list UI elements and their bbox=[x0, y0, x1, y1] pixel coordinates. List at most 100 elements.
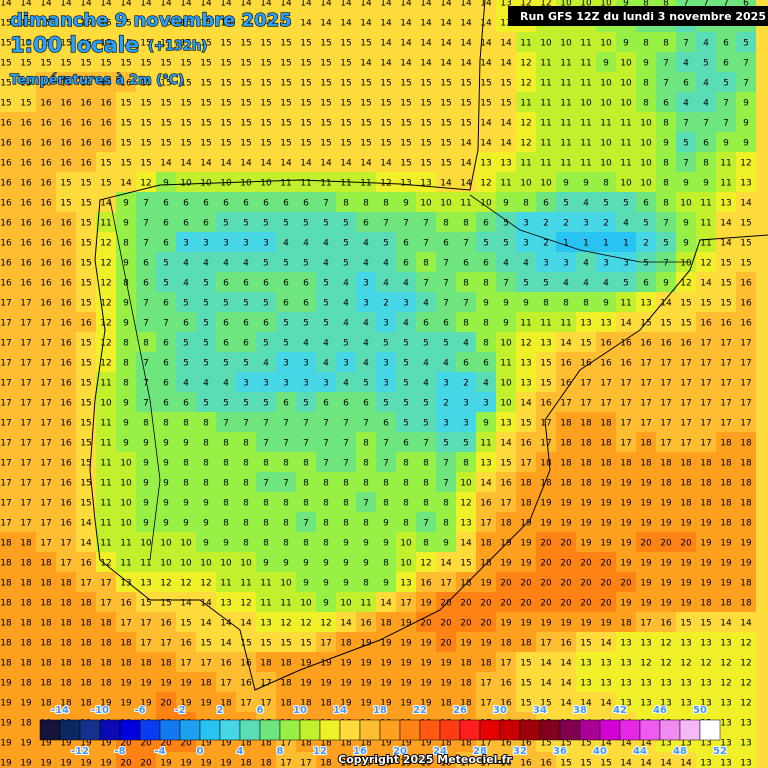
temperature-value: 7 bbox=[343, 459, 349, 469]
temperature-value: 5 bbox=[623, 279, 629, 289]
temperature-value: 5 bbox=[423, 399, 429, 409]
temperature-value: 17 bbox=[20, 439, 31, 449]
temperature-value: 9 bbox=[403, 199, 409, 209]
colorbar-label: 14 bbox=[333, 705, 347, 716]
temperature-cell bbox=[436, 0, 456, 12]
temperature-value: 15 bbox=[60, 199, 71, 209]
temperature-value: 11 bbox=[340, 179, 351, 189]
temperature-value: 19 bbox=[460, 639, 472, 649]
temperature-cell bbox=[496, 252, 516, 272]
temperature-cell bbox=[616, 212, 636, 232]
temperature-cell bbox=[296, 212, 316, 232]
temperature-value: 15 bbox=[400, 139, 411, 149]
temperature-cell bbox=[376, 172, 396, 192]
temperature-value: 5 bbox=[303, 319, 309, 329]
temperature-value: 11 bbox=[540, 159, 551, 169]
temperature-value: 7 bbox=[383, 459, 389, 469]
temperature-value: 17 bbox=[740, 339, 751, 349]
temperature-value: 20 bbox=[120, 759, 132, 768]
temperature-value: 9 bbox=[503, 199, 509, 209]
temperature-cell bbox=[596, 172, 616, 192]
temperature-value: 15 bbox=[300, 79, 311, 89]
temperature-cell bbox=[0, 132, 16, 152]
temperature-value: 15 bbox=[500, 99, 511, 109]
temperature-cell bbox=[76, 72, 96, 92]
temperature-value: 18 bbox=[720, 439, 732, 449]
temperature-cell bbox=[516, 192, 536, 212]
temperature-cell bbox=[276, 132, 296, 152]
temperature-value: 9 bbox=[383, 579, 389, 589]
temperature-value: 17 bbox=[40, 439, 51, 449]
temperature-value: 14 bbox=[120, 179, 132, 189]
temperature-value: 12 bbox=[100, 239, 111, 249]
temperature-value: 16 bbox=[40, 239, 52, 249]
temperature-value: 10 bbox=[680, 199, 692, 209]
temperature-value: 18 bbox=[520, 499, 532, 509]
temperature-cell bbox=[116, 192, 136, 212]
temperature-cell bbox=[56, 0, 76, 12]
temperature-cell bbox=[116, 112, 136, 132]
temperature-value: 8 bbox=[403, 479, 409, 489]
temperature-value: 15 bbox=[680, 299, 691, 309]
temperature-value: 16 bbox=[60, 139, 72, 149]
temperature-value: 15 bbox=[360, 79, 371, 89]
temperature-value: 5 bbox=[443, 339, 449, 349]
temperature-value: 8 bbox=[323, 539, 329, 549]
temperature-cell bbox=[276, 72, 296, 92]
temperature-value: 15 bbox=[440, 159, 451, 169]
temperature-value: 19 bbox=[0, 699, 12, 709]
temperature-value: 19 bbox=[600, 499, 612, 509]
temperature-cell bbox=[436, 252, 456, 272]
temperature-value: 9 bbox=[683, 219, 689, 229]
temperature-value: 11 bbox=[460, 199, 471, 209]
temperature-value: 5 bbox=[203, 359, 209, 369]
temperature-cell bbox=[636, 172, 656, 192]
temperature-value: 15 bbox=[180, 619, 191, 629]
temperature-value: 2 bbox=[543, 239, 549, 249]
colorbar-swatch bbox=[159, 719, 181, 741]
temperature-cell bbox=[356, 152, 376, 172]
temperature-cell bbox=[356, 52, 376, 72]
temperature-value: 2 bbox=[383, 299, 389, 309]
temperature-value: 14 bbox=[160, 0, 172, 9]
temperature-value: 15 bbox=[260, 139, 271, 149]
temperature-cell bbox=[276, 192, 296, 212]
temperature-value: 20 bbox=[560, 579, 572, 589]
temperature-value: 10 bbox=[680, 259, 692, 269]
temperature-value: 9 bbox=[163, 519, 169, 529]
temperature-cell bbox=[0, 52, 16, 72]
temperature-cell bbox=[436, 12, 456, 32]
temperature-value: 18 bbox=[740, 499, 752, 509]
temperature-value: 7 bbox=[743, 79, 749, 89]
temperature-cell bbox=[16, 32, 36, 52]
temperature-value: 14 bbox=[320, 159, 332, 169]
temperature-cell bbox=[216, 232, 236, 252]
temperature-cell bbox=[116, 92, 136, 112]
temperature-value: 4 bbox=[363, 239, 369, 249]
temperature-cell bbox=[216, 0, 236, 12]
temperature-value: 9 bbox=[563, 179, 569, 189]
temperature-cell bbox=[356, 72, 376, 92]
temperature-value: 14 bbox=[640, 759, 652, 768]
temperature-value: 13 bbox=[620, 679, 631, 689]
temperature-value: 16 bbox=[0, 119, 12, 129]
temperature-value: 14 bbox=[80, 519, 92, 529]
temperature-value: 7 bbox=[223, 419, 229, 429]
temperature-cell bbox=[36, 32, 56, 52]
temperature-value: 5 bbox=[343, 339, 349, 349]
temperature-cell bbox=[736, 32, 756, 52]
temperature-cell bbox=[76, 192, 96, 212]
temperature-cell bbox=[356, 172, 376, 192]
temperature-value: 15 bbox=[160, 59, 171, 69]
temperature-cell bbox=[256, 272, 276, 292]
temperature-value: 19 bbox=[620, 519, 632, 529]
temperature-value: 18 bbox=[560, 479, 572, 489]
temperature-cell bbox=[276, 52, 296, 72]
temperature-value: 15 bbox=[120, 59, 131, 69]
temperature-value: 12 bbox=[100, 559, 111, 569]
temperature-value: 20 bbox=[460, 599, 472, 609]
temperature-value: 7 bbox=[403, 219, 409, 229]
temperature-value: 15 bbox=[200, 119, 211, 129]
temperature-value: 11 bbox=[620, 139, 631, 149]
temperature-cell bbox=[516, 112, 536, 132]
